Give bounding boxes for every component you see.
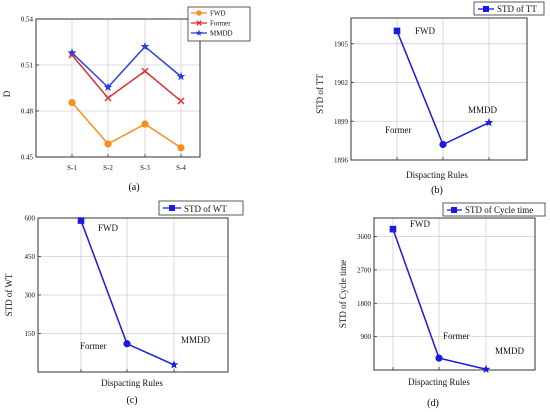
panel-d-annotation-2: MMDD: [495, 346, 525, 356]
panel-a-xtick-label-1: S-2: [103, 164, 113, 172]
panel-b-plot-area: 1896 1899 1902 1905 FWD Former MMDD: [334, 17, 528, 165]
panel-a-caption: (a): [128, 182, 139, 193]
panel-b-legend-label: STD of TT: [497, 4, 537, 14]
panel-a-ylabel: D: [2, 90, 12, 97]
panel-d-ytick-label-2: 2700: [357, 266, 372, 274]
panel-a-series-1-point-1: [104, 94, 112, 102]
panel-a-series-1-point-3: [177, 97, 185, 105]
panel-a-series-0-point-0: [68, 98, 76, 107]
panel-d-axes-frame: [373, 217, 536, 371]
panel-a-series-0-point-2: [141, 120, 149, 128]
panel-a-xtick-label-3: S-4: [176, 164, 186, 172]
panel-a-series-2-line: [71, 45, 182, 89]
panel-c-ytick-label-2: 450: [25, 253, 36, 261]
panel-c-ytick-label-0: 150: [25, 330, 36, 338]
panel-b-ytick-label-0: 1896: [334, 157, 349, 165]
panel-d-legend-marker: [451, 207, 457, 213]
panel-c-legend-marker: [169, 205, 175, 211]
panel-a-xtick-label-2: S-3: [140, 164, 150, 172]
panel-c-plot-area: 150 300 450 600 FWD Former MMDD: [25, 215, 229, 373]
panel-c-ylabel: STD of WT: [4, 273, 14, 316]
panel-a-ytick-label-3: 0.54: [21, 16, 34, 24]
panel-d-ylabel: STD of Cycle time: [338, 260, 348, 328]
panel-a-ytick-label-1: 0.48: [21, 108, 34, 116]
panel-b-ytick-label-2: 1902: [334, 79, 349, 87]
panel-b-annotation-1: Former: [385, 125, 412, 135]
panel-b-annotation-2: MMDD: [468, 105, 498, 115]
panel-a-series-0-point-1: [104, 140, 112, 148]
panel-b-ylabel: STD of TT: [315, 74, 325, 114]
panel-d-legend-label: STD of Cycle time: [465, 205, 533, 215]
panel-b-caption: (b): [431, 185, 443, 196]
panel-b-series-0-point-2: [484, 117, 494, 127]
panel-b-xlabel: Dispacting Rules: [406, 170, 468, 180]
panel-c-legend-label: STD of WT: [184, 204, 227, 214]
panel-d-ytick-label-3: 3600: [357, 233, 372, 241]
panel-d-legend-box: [442, 202, 546, 217]
panel-a-legend-marker-1-stroke-2: [196, 20, 202, 26]
panel-a-legend-marker-1: [196, 20, 202, 26]
panel-d-chart: 900 1800 2700 3600 FWD Former MMDD STD of Cycl…: [338, 202, 546, 409]
panel-d-series-0-point-2: [481, 364, 491, 373]
panel-a-ytick-label-0: 0.45: [21, 154, 34, 162]
panel-a-legend-label-1: Former: [210, 20, 231, 28]
panel-d-annotation-0: FWD: [410, 219, 431, 229]
panel-a-series-0-point-3: [177, 144, 185, 152]
panel-a-series-2-point-2: [140, 42, 150, 51]
panel-a-series-2-point-1: [103, 82, 113, 91]
panel-c-annotation-1: Former: [80, 341, 107, 351]
panel-a-series-1-point-3-stroke-2: [177, 97, 185, 105]
panel-a-series-2-point-0: [67, 48, 77, 57]
panel-a-ytick-label-2: 0.51: [21, 62, 34, 70]
panel-b-legend-marker: [483, 6, 489, 12]
panel-a-legend: FWD Former MMDD: [187, 6, 251, 42]
panel-c-annotation-2: MMDD: [181, 335, 211, 345]
panel-c-series-0-point-0: [77, 217, 85, 224]
panel-c-legend: STD of WT: [158, 200, 244, 216]
panel-d-series-0-line: [392, 228, 487, 370]
panel-b-ytick-label-1: 1899: [334, 118, 349, 126]
panel-a-legend-marker-0: [196, 10, 202, 16]
panel-b-axes-frame: [350, 17, 528, 161]
panel-a-xtick-label-0: S-1: [67, 164, 77, 172]
panel-d-xlabel: Dispacting Rules: [408, 377, 470, 387]
panel-d-ytick-label-1: 1800: [357, 300, 372, 308]
panel-a-legend-label-0: FWD: [210, 10, 226, 18]
panel-b-legend: STD of TT: [473, 1, 545, 16]
panel-a-plot-area: 0.45 0.48 0.51 0.54 S-1 S-2 S-3 S-4: [21, 16, 201, 172]
panel-d-plot-area: 900 1800 2700 3600 FWD Former MMDD: [357, 217, 536, 373]
panel-c-ytick-label-3: 600: [25, 215, 36, 223]
panel-c-series-0-point-2: [169, 360, 179, 369]
panel-a-legend-label-2: MMDD: [210, 30, 233, 38]
panel-c-chart: 150 300 450 600 FWD Former MMDD STD of WT Disp…: [4, 200, 244, 406]
panel-b-legend-box: [473, 1, 545, 16]
panel-b-series-0-point-1: [439, 140, 447, 149]
panel-b-ytick-label-3: 1905: [334, 40, 349, 48]
panel-a-series-1-point-2-stroke-2: [141, 67, 149, 75]
panel-d-legend: STD of Cycle time: [442, 202, 546, 217]
panel-c-caption: (c): [126, 395, 137, 406]
panel-d-series-0-point-1: [435, 354, 443, 362]
panel-d-series-0-point-0: [389, 225, 397, 233]
panel-c-legend-box: [158, 200, 244, 216]
panel-a-series-1-point-1-stroke-2: [104, 94, 112, 102]
panel-a-series-1-line: [71, 54, 182, 102]
panel-c-series-0-point-1: [123, 340, 131, 348]
panel-c-ytick-label-1: 300: [25, 292, 36, 300]
panel-d-caption: (d): [427, 398, 439, 409]
panel-b-annotation-0: FWD: [415, 26, 436, 36]
panel-a-series-2-point-3: [176, 71, 186, 81]
panel-b-series-0-point-0: [393, 27, 401, 35]
panel-a-series-0-line: [71, 102, 182, 149]
panel-d-annotation-1: Former: [443, 331, 470, 341]
panel-d-ytick-label-0: 900: [361, 333, 372, 341]
panel-c-xlabel: Dispacting Rules: [101, 378, 163, 388]
panel-c-annotation-0: FWD: [98, 223, 119, 233]
panel-a-legend-marker-2: [195, 29, 203, 36]
panel-a-series-1-point-2: [141, 67, 149, 75]
panel-a-axes-frame: [35, 18, 201, 158]
panel-a-chart: 0.45 0.48 0.51 0.54 S-1 S-2 S-3 S-4 D (a) FWD Fo…: [2, 6, 251, 193]
